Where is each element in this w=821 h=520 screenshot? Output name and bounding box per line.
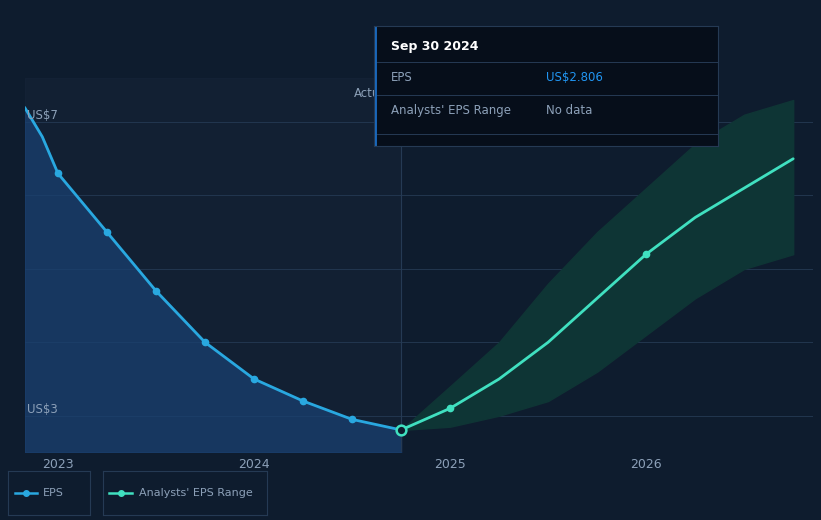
Text: Analysts' EPS Range: Analysts' EPS Range bbox=[139, 488, 253, 498]
Text: Actual: Actual bbox=[355, 87, 392, 100]
Text: US$7: US$7 bbox=[26, 109, 57, 122]
Bar bbox=[25, 78, 401, 452]
Text: EPS: EPS bbox=[43, 488, 63, 498]
Text: No data: No data bbox=[546, 104, 592, 116]
Text: EPS: EPS bbox=[391, 71, 412, 84]
Text: Sep 30 2024: Sep 30 2024 bbox=[391, 41, 479, 54]
Text: US$2.806: US$2.806 bbox=[546, 71, 603, 84]
Text: Analysts' EPS Range: Analysts' EPS Range bbox=[391, 104, 511, 116]
Text: US$3: US$3 bbox=[26, 402, 57, 415]
Text: Analysts Forecasts: Analysts Forecasts bbox=[410, 87, 521, 100]
